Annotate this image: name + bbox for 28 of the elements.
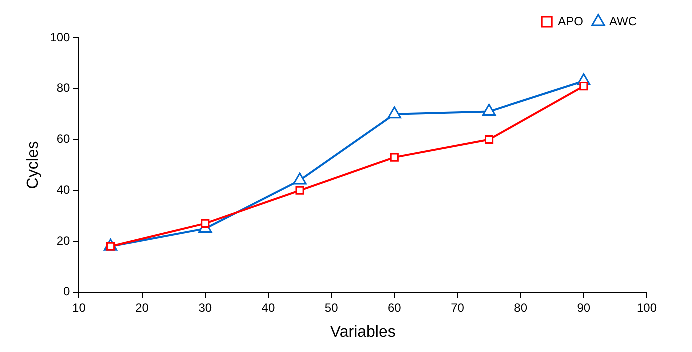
y-axis-title: Cycles [25, 141, 42, 190]
x-axis-title: Variables [330, 324, 396, 341]
y-tick-label: 80 [56, 81, 71, 96]
y-tick-label: 0 [64, 284, 71, 299]
legend-label: AWC [609, 14, 638, 28]
x-tick-label: 60 [388, 300, 402, 315]
x-tick-label: 30 [198, 300, 212, 315]
x-tick-label: 10 [72, 300, 86, 315]
legend-label: APO [558, 14, 584, 28]
point [482, 104, 496, 116]
point [388, 106, 402, 119]
point [580, 82, 588, 91]
x-tick-label: 20 [136, 300, 150, 315]
point [296, 186, 304, 195]
x-tick-label: 70 [451, 300, 465, 315]
y-tick-label: 20 [56, 234, 71, 248]
x-tick-label: 80 [514, 300, 528, 315]
x-tick-label: 50 [324, 300, 339, 315]
x-tick-label: 100 [636, 300, 658, 315]
y-tick-label: 60 [56, 132, 71, 146]
x-tick-label: 40 [262, 300, 276, 315]
point [390, 153, 399, 162]
point [293, 172, 307, 185]
y-tick-label: 100 [50, 30, 71, 44]
point [201, 219, 210, 228]
point [485, 135, 494, 144]
x-tick-label: 90 [577, 300, 591, 315]
y-tick-label: 40 [56, 182, 71, 197]
